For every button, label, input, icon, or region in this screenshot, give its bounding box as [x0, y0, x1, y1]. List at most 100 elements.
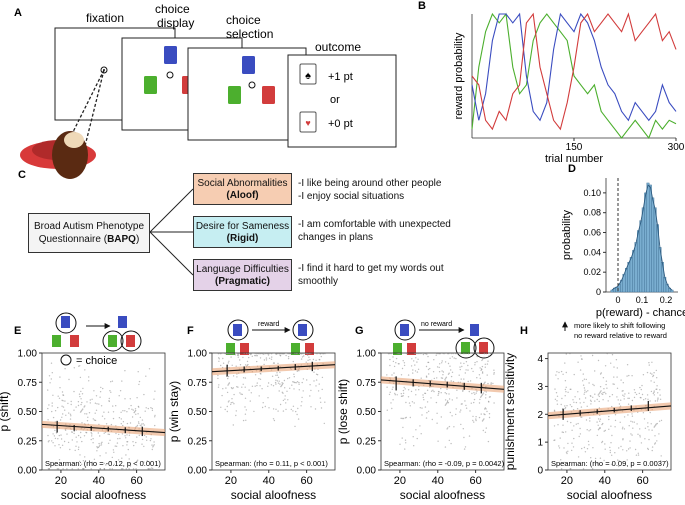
- data-point: [151, 407, 153, 410]
- y-tick-label: 1: [537, 438, 543, 449]
- data-point: [463, 436, 465, 439]
- data-point: [267, 354, 270, 356]
- data-point: [153, 441, 155, 443]
- data-point: [579, 402, 581, 404]
- data-point: [296, 381, 299, 383]
- spearman-stat: Spearman: (rho = -0.12, p < 0.001): [45, 459, 161, 468]
- data-point: [458, 374, 460, 376]
- data-point: [430, 390, 433, 392]
- data-point: [132, 468, 135, 470]
- data-point: [651, 429, 653, 431]
- data-point: [631, 375, 633, 377]
- data-point: [284, 387, 286, 389]
- data-point: [608, 428, 610, 430]
- data-point: [633, 421, 635, 423]
- data-point: [444, 392, 446, 394]
- y-tick-label: 0.25: [18, 436, 38, 447]
- data-point: [308, 352, 311, 355]
- data-point: [103, 411, 105, 413]
- data-point: [122, 424, 124, 427]
- data-point: [257, 352, 259, 355]
- data-point: [579, 433, 582, 435]
- data-point: [399, 443, 401, 445]
- data-point: [432, 371, 435, 373]
- data-point: [475, 392, 477, 394]
- data-point: [241, 386, 243, 388]
- data-point: [554, 398, 557, 400]
- data-point: [50, 362, 53, 364]
- data-point: [630, 433, 632, 435]
- data-point: [586, 448, 589, 450]
- data-point: [229, 352, 231, 355]
- histogram-bar: [653, 207, 657, 293]
- data-point: [79, 376, 82, 379]
- data-point: [271, 375, 274, 377]
- data-point: [301, 396, 303, 399]
- data-point: [67, 402, 69, 405]
- histogram-bar: [610, 289, 614, 293]
- data-point: [609, 449, 611, 452]
- data-point: [435, 354, 437, 356]
- data-point: [218, 357, 220, 359]
- data-point: [614, 414, 617, 416]
- data-point: [417, 352, 419, 355]
- data-point: [300, 352, 302, 355]
- data-point: [318, 383, 320, 385]
- data-point: [394, 394, 396, 396]
- data-point: [137, 459, 139, 461]
- data-point: [84, 413, 86, 415]
- data-point: [407, 396, 410, 398]
- data-point: [94, 402, 97, 404]
- data-point: [485, 397, 487, 399]
- data-point: [83, 406, 85, 408]
- data-point: [47, 407, 49, 410]
- y-tick-label: 1.00: [188, 349, 208, 360]
- data-point: [462, 389, 464, 391]
- data-point: [412, 369, 414, 371]
- data-point: [75, 436, 77, 438]
- data-point: [637, 454, 640, 456]
- data-point: [391, 388, 393, 390]
- data-point: [56, 468, 59, 470]
- choice-selection-label-2: selection: [226, 27, 273, 41]
- data-point: [444, 399, 447, 401]
- data-point: [629, 447, 631, 449]
- data-point: [86, 420, 89, 422]
- data-point: [48, 440, 50, 442]
- data-point: [129, 465, 132, 467]
- data-point: [447, 427, 449, 429]
- data-point: [451, 356, 454, 358]
- data-point: [659, 460, 662, 462]
- data-point: [485, 394, 487, 396]
- data-point: [139, 416, 141, 419]
- data-point: [137, 405, 140, 408]
- participant-head-icon: [20, 69, 105, 179]
- data-point: [599, 420, 601, 422]
- outcome-plus-zero: +0 pt: [328, 118, 353, 130]
- data-point: [144, 410, 146, 412]
- data-point: [553, 425, 556, 427]
- pragmatic-item-1: -I find it hard to get my words out: [298, 263, 444, 274]
- data-point: [276, 372, 278, 374]
- data-point: [405, 352, 408, 355]
- data-point: [134, 408, 137, 410]
- data-point: [460, 409, 462, 411]
- data-point: [78, 460, 81, 463]
- data-point: [421, 407, 423, 409]
- data-point: [590, 400, 592, 403]
- data-point: [309, 384, 311, 386]
- data-point: [256, 384, 258, 387]
- data-point: [62, 400, 64, 402]
- data-point: [234, 354, 237, 356]
- data-point: [98, 442, 100, 445]
- data-point: [569, 352, 571, 355]
- data-point: [593, 384, 595, 387]
- data-point: [109, 439, 111, 441]
- reward-arrow-label: reward: [258, 321, 280, 328]
- data-point: [413, 402, 415, 404]
- data-point: [493, 373, 495, 375]
- data-point: [242, 377, 245, 379]
- deck-schematic-g: no reward: [393, 319, 495, 359]
